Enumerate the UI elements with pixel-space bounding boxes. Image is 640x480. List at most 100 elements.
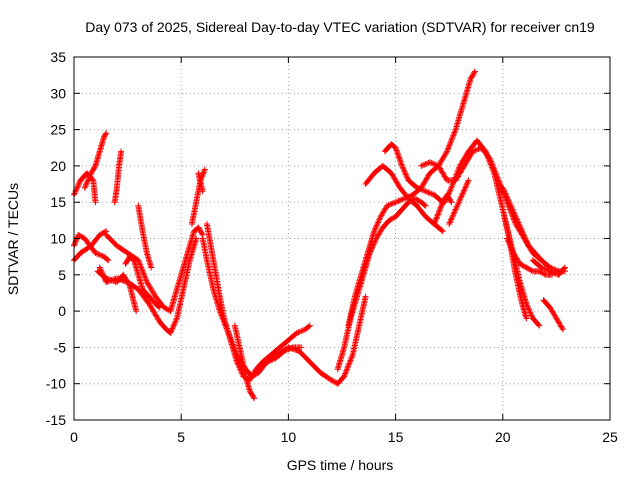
data-point-segment [296,348,312,364]
data-point-segment [334,345,347,373]
data-point-segment [553,315,565,331]
data-point-segment [377,204,390,220]
data-point-segment [126,282,139,313]
data-point-segment [405,177,419,190]
data-point-segment [146,293,158,306]
data-point-segment [302,323,312,333]
x-tick-label: 20 [495,429,511,445]
series-track-17 [334,195,429,373]
data-point [92,199,99,206]
data-point-segment [92,149,103,169]
x-tick-label: 0 [70,429,78,445]
y-tick-label: -5 [54,339,67,355]
data-point-segment [435,200,446,217]
data-point-segment [341,316,354,351]
data-point-segment [371,215,383,235]
data-point [538,257,545,264]
data-point-segment [264,355,278,365]
grid-lines [74,57,610,420]
data-point [103,130,110,137]
data-point-segment [135,257,150,284]
data-point-segment [75,231,87,241]
data-point [298,344,305,351]
data-point-segment [135,202,146,233]
data-point-segment [216,293,227,320]
data-point-segment [482,148,497,175]
data-point-segment [139,286,152,299]
data-point-segment [184,229,197,256]
data-point-segment [81,171,94,191]
data-point-segment [272,348,286,362]
x-axis: 0 5 10 15 20 25 [70,57,618,445]
data-point-segment [379,218,392,231]
x-axis-title: GPS time / hours [287,457,394,473]
series-track-27 [499,206,530,322]
data-point [199,188,206,195]
data-point-segment [405,195,419,208]
y-tick-label: 5 [58,267,66,283]
data-point-segment [532,250,544,263]
data-point-segment [422,188,436,198]
data-point-segment [459,178,471,198]
x-tick-label: 15 [388,429,404,445]
data-point-segment [152,293,167,310]
data-point-segment [461,77,474,104]
data-point-segment [259,352,274,365]
data-point-segment [203,221,217,262]
series-track-3 [71,231,112,264]
data-point-segment [173,287,186,322]
series-track-9 [111,148,125,206]
data-point-segment [474,137,488,154]
data-point-segment [221,315,234,342]
y-tick-label: -15 [46,412,66,428]
data-point [193,235,200,242]
data-point-segment [540,297,552,310]
data-point-segment [452,193,465,213]
data-point-segment [512,213,525,233]
data-point-segment [210,257,223,299]
data-point-segment [444,191,454,204]
series-track-28 [529,257,568,278]
y-tick-label: -10 [46,376,66,392]
series-track-7 [94,268,140,315]
data-point-segment [146,300,162,324]
data-point-segment [131,257,141,277]
data-point-segment [210,286,223,313]
data-point-segment [341,353,356,380]
data-point [465,177,472,184]
data-point-segment [414,202,428,219]
data-point-segment [285,330,299,344]
data-point-segment [529,315,542,328]
data-point-segment [345,295,358,329]
data-point-segment [392,207,405,220]
y-tick-label: 35 [50,49,66,65]
data-point-segment [491,170,506,211]
data-point-segment [362,171,377,187]
series-track-8 [122,253,163,311]
data-point-segment [529,257,544,270]
data-point-segment [171,273,184,300]
series-track-22 [441,137,543,329]
data-point [559,326,566,333]
data-point-segment [227,337,240,364]
data-point-segment [379,162,394,176]
data-point-segment [188,200,199,227]
data-point-segment [195,224,205,237]
data-point-segment [523,264,535,274]
data-point-segment [349,324,362,358]
series-track-10 [135,202,155,271]
data-point [362,293,369,300]
data-point-segment [90,177,99,204]
data-point-segment [431,211,441,227]
series-track-23 [431,191,455,227]
data-point-segment [547,304,559,320]
data-point-segment [517,260,529,270]
series-track-29 [540,297,566,333]
data-point-segment [446,207,458,227]
data-point-segment [499,206,512,240]
data-point-segment [103,231,119,248]
y-axis-title: SDTVAR / TECUs [5,183,21,295]
data-point-segment [388,141,398,150]
data-point-segment [101,131,109,140]
data-point-segment [180,258,193,293]
